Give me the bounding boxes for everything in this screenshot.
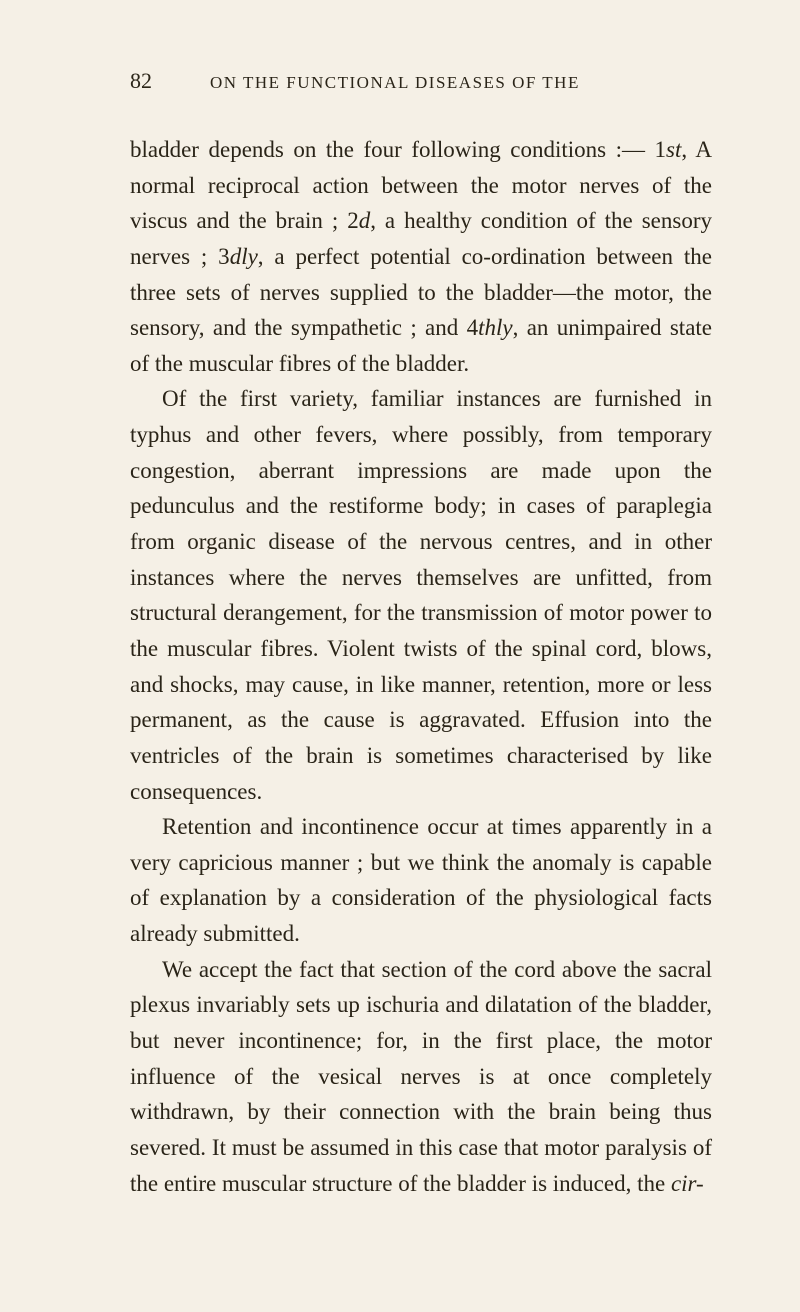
p1-text-1: bladder depends on the four following co…: [130, 137, 666, 162]
running-header: ON THE FUNCTIONAL DISEASES OF THE: [210, 73, 580, 93]
document-page: 82 ON THE FUNCTIONAL DISEASES OF THE bla…: [0, 0, 800, 1312]
p1-italic-thly: thly: [478, 315, 513, 340]
paragraph-2: Of the first variety, familiar instances…: [130, 381, 712, 809]
p1-italic-st: st: [666, 137, 681, 162]
p1-italic-d: d: [359, 208, 371, 233]
p4-italic-cir: cir-: [671, 1171, 704, 1196]
paragraph-4: We accept the fact that section of the c…: [130, 952, 712, 1201]
page-number: 82: [130, 68, 152, 94]
body-text: bladder depends on the four following co…: [130, 132, 712, 1201]
paragraph-1: bladder depends on the four following co…: [130, 132, 712, 381]
p4-text-1: We accept the fact that section of the c…: [130, 957, 712, 1196]
p1-italic-dly: dly: [230, 244, 258, 269]
paragraph-3: Retention and incontinence occur at time…: [130, 809, 712, 952]
page-header: 82 ON THE FUNCTIONAL DISEASES OF THE: [130, 68, 712, 94]
